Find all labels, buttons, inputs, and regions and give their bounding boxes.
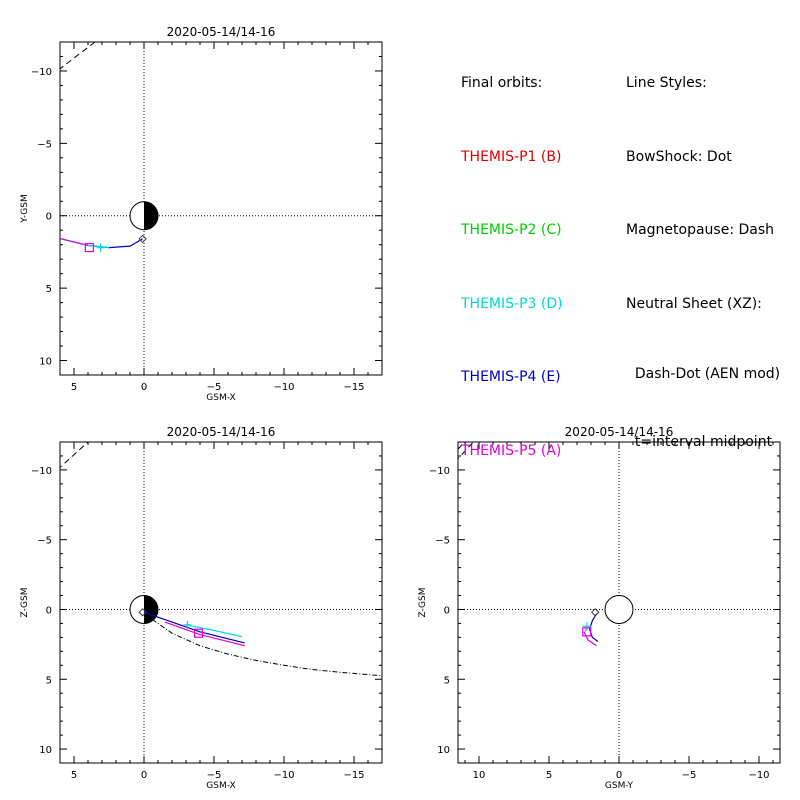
plot-xz: 5 0 −5 −10 −15 −10 −5 0 5 10 2020-05-14/14-16 GSM-X… <box>20 425 383 791</box>
line-style-dash-dot: Dash-Dot (AEN mod) <box>626 366 781 382</box>
y-tick-label: 0 <box>444 605 450 616</box>
line-styles-legend: Line Styles: BowShock: Dot Magnetopause:… <box>626 22 780 477</box>
plus-marker <box>183 620 192 629</box>
square-marker <box>84 242 95 253</box>
plot-xy: 5 0 −5 −10 −15 −10 −5 0 5 10 2020-05-14/14-16 GSM-X… <box>20 25 383 403</box>
earth-circle <box>604 594 634 624</box>
plot-yz: 10 5 0 −5 −10 −10 −5 0 5 10 2020-05-14/14-16 GSM-Y Z… <box>418 425 781 791</box>
plot-frame <box>59 41 383 376</box>
y-tick-label: −10 <box>31 466 52 477</box>
orbit-series-line <box>185 624 243 638</box>
x-tick-label: −5 <box>207 382 222 393</box>
magnetopause-line <box>458 442 474 460</box>
y-tick-label: 0 <box>46 605 52 616</box>
orbit-series-line <box>164 621 245 647</box>
orbit-series-line <box>588 613 599 643</box>
orbits-legend: Final orbits: THEMIS-P1 (B) THEMIS-P2 (C… <box>461 22 563 488</box>
plot-title: 2020-05-14/14-16 <box>565 425 674 439</box>
diamond-marker <box>138 608 147 617</box>
magnetopause-line <box>458 442 466 450</box>
line-style-magnetopause: Magnetopause: Dash <box>626 222 775 238</box>
square-marker <box>582 627 592 637</box>
y-axis-label: Y-GSM <box>20 194 30 223</box>
y-tick-label: 5 <box>46 675 52 686</box>
y-tick-label: −5 <box>435 536 450 547</box>
legend-probe-p2: THEMIS-P2 (C) <box>461 222 562 238</box>
orbit-series-line <box>60 237 89 247</box>
line-style-neutral-sheet: Neutral Sheet (XZ): <box>626 295 762 312</box>
legend-probe-p3: THEMIS-P3 (D) <box>461 295 563 312</box>
x-tick-label: −10 <box>273 770 294 781</box>
line-style-midpoint: t=interval midpoint <box>626 434 773 450</box>
x-tick-label: 5 <box>546 770 552 781</box>
plot-area <box>458 442 780 763</box>
x-tick-label: −15 <box>343 382 364 393</box>
neutral-sheet-line <box>143 613 382 677</box>
plot-area <box>60 42 382 375</box>
y-tick-label: −5 <box>37 139 52 150</box>
line-style-bowshock: BowShock: Dot <box>626 148 732 165</box>
magnetopause-line <box>60 42 96 70</box>
earth-night-side <box>144 595 159 624</box>
y-tick-label: 5 <box>444 675 450 686</box>
orbit-series-line <box>60 237 110 249</box>
x-tick-label: 0 <box>141 382 147 393</box>
y-tick-label: 0 <box>46 212 52 223</box>
plot-title: 2020-05-14/14-16 <box>167 25 276 39</box>
y-axis-label: Z-GSM <box>418 587 428 617</box>
legend-probe-p4: THEMIS-P4 (E) <box>461 369 561 385</box>
diamond-marker <box>590 608 600 617</box>
x-axis-label: GSM-Y <box>605 781 634 791</box>
x-tick-label: −10 <box>273 382 294 393</box>
legend-probe-p5: THEMIS-P5 (A) <box>461 442 562 459</box>
x-tick-label: 0 <box>141 770 147 781</box>
y-tick-label: 10 <box>39 357 52 368</box>
y-tick-label: −10 <box>31 67 52 78</box>
y-tick-label: −10 <box>429 466 450 477</box>
magnetopause-line <box>60 442 89 469</box>
x-tick-label: −5 <box>207 770 222 781</box>
diamond-marker <box>138 234 147 244</box>
orbit-series-line <box>143 611 245 644</box>
square-marker <box>194 628 204 638</box>
plot-title: 2020-05-14/14-16 <box>167 425 276 439</box>
plot-area <box>60 442 382 763</box>
y-axis-label: Z-GSM <box>20 587 30 617</box>
plus-marker <box>96 243 105 252</box>
plot-frame <box>59 441 383 764</box>
x-axis-label: GSM-X <box>206 781 235 791</box>
y-tick-label: 5 <box>46 284 52 295</box>
x-tick-label: 5 <box>71 770 77 781</box>
orbits-legend-title: Final orbits: <box>461 75 543 91</box>
x-tick-label: 10 <box>473 770 486 781</box>
x-tick-label: 5 <box>71 382 77 393</box>
line-styles-title: Line Styles: <box>626 75 707 91</box>
orbit-series-line <box>583 631 597 647</box>
y-tick-label: 10 <box>437 745 450 756</box>
y-tick-label: −5 <box>37 536 52 547</box>
legend-probe-p1: THEMIS-P1 (B) <box>461 148 562 165</box>
x-tick-label: −5 <box>682 770 697 781</box>
x-tick-label: 0 <box>616 770 622 781</box>
x-axis-label: GSM-X <box>206 393 235 403</box>
earth-night-side <box>144 201 159 230</box>
x-tick-label: −15 <box>343 770 364 781</box>
plus-marker <box>582 622 591 631</box>
x-tick-label: −10 <box>748 770 769 781</box>
y-tick-label: 10 <box>39 745 52 756</box>
